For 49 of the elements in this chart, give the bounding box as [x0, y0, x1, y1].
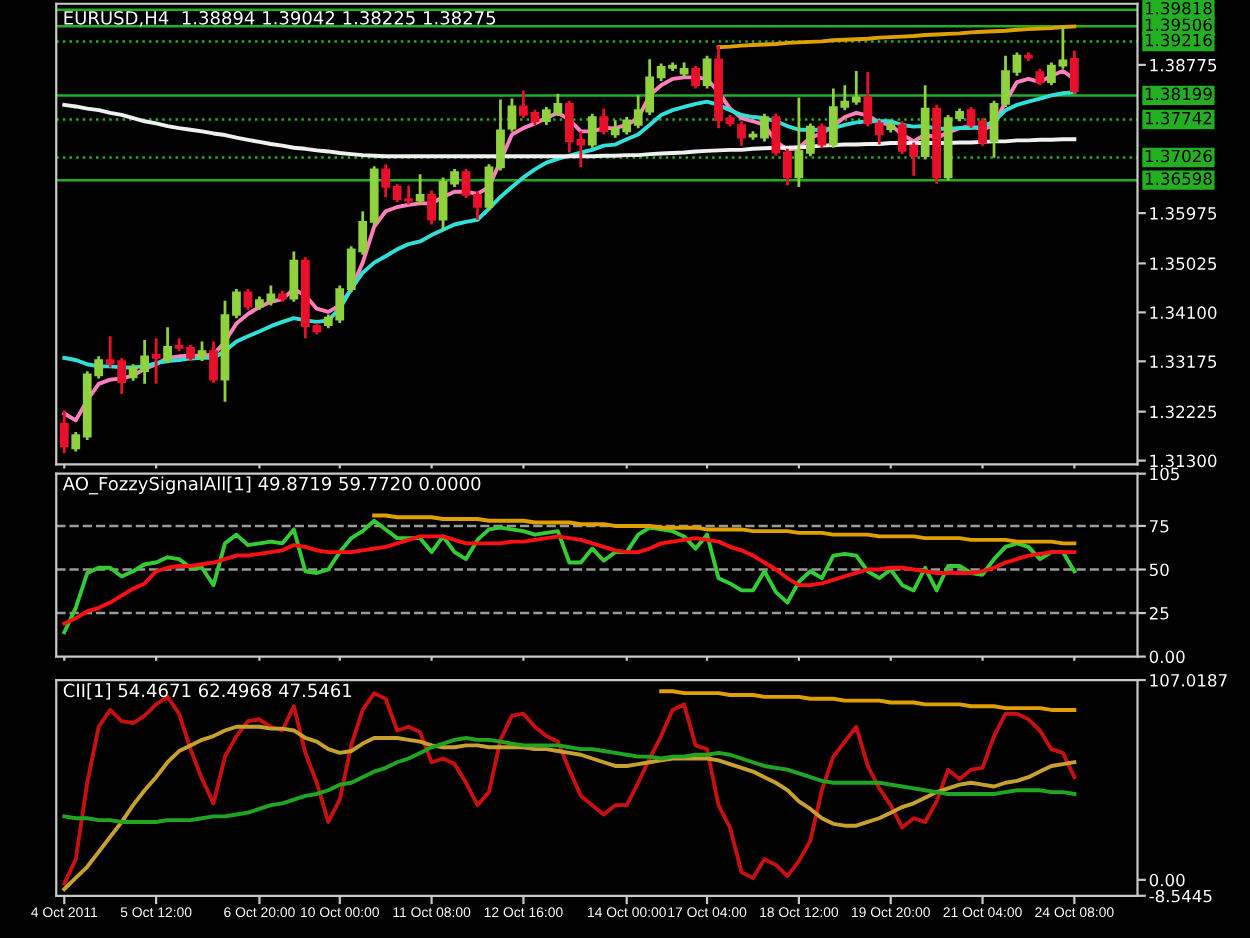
candlestick	[737, 119, 746, 148]
line-series	[372, 513, 1077, 546]
ref-line-label: 1.37026	[1145, 149, 1212, 163]
y-tick-label: 1.35025	[1150, 257, 1217, 270]
candlestick	[59, 408, 69, 455]
candlestick	[1069, 49, 1079, 96]
ref-line-label: 1.39216	[1145, 33, 1212, 47]
candlestick	[691, 64, 700, 90]
line-series	[62, 736, 1077, 824]
chart-title: CII[1] 54.4671 62.4968 47.5461	[63, 683, 352, 700]
candlestick	[163, 325, 172, 365]
candlestick	[599, 107, 609, 136]
y-tick-label: 1.33175	[1150, 355, 1217, 368]
candlestick	[289, 250, 299, 304]
candlestick	[415, 172, 425, 206]
candlestick	[243, 287, 253, 312]
y-tick-label: 105	[1150, 467, 1179, 481]
y-tick-label: 1.38775	[1150, 58, 1217, 72]
candlestick	[920, 83, 930, 161]
ref-line-label: 1.38199	[1145, 87, 1212, 101]
line-series	[716, 24, 1077, 50]
line-series	[62, 534, 1077, 626]
y-tick-label: 0.00	[1149, 873, 1185, 887]
line-series	[659, 689, 1077, 712]
y-tick-label: 1.35975	[1150, 207, 1217, 220]
candlestick	[702, 54, 712, 90]
y-tick-label: 25	[1149, 607, 1169, 620]
ref-line-label: 1.37742	[1145, 111, 1212, 125]
ref-line-label: 1.39506	[1145, 18, 1212, 32]
candlestick	[427, 189, 436, 226]
candlestick	[817, 122, 827, 150]
candlestick	[151, 336, 161, 386]
ref-line-label: 1.36598	[1145, 172, 1212, 185]
y-tick-label: 75	[1149, 520, 1169, 533]
y-tick-label: 107.0187	[1150, 674, 1227, 687]
line-series	[62, 724, 1077, 892]
y-tick-label: 0.00	[1149, 650, 1185, 664]
candlestick	[587, 112, 597, 150]
line-series	[62, 518, 1077, 635]
candlestick	[209, 340, 218, 385]
y-tick-label: 1.31300	[1150, 454, 1217, 468]
chart-title: EURUSD,H4 1.38894 1.39042 1.38225 1.38275	[64, 10, 496, 27]
y-tick-label: 1.32225	[1150, 405, 1217, 419]
y-tick-label: -8.5445	[1149, 889, 1212, 903]
chart-title: AO_FozzySignalAll[1] 49.8719 59.7720 0.0000	[62, 476, 481, 495]
y-tick-label: 50	[1149, 563, 1169, 577]
y-tick-label: 1.34100	[1150, 306, 1217, 319]
candlestick	[197, 340, 207, 363]
ref-line-label: 1.39818	[1145, 1, 1212, 15]
